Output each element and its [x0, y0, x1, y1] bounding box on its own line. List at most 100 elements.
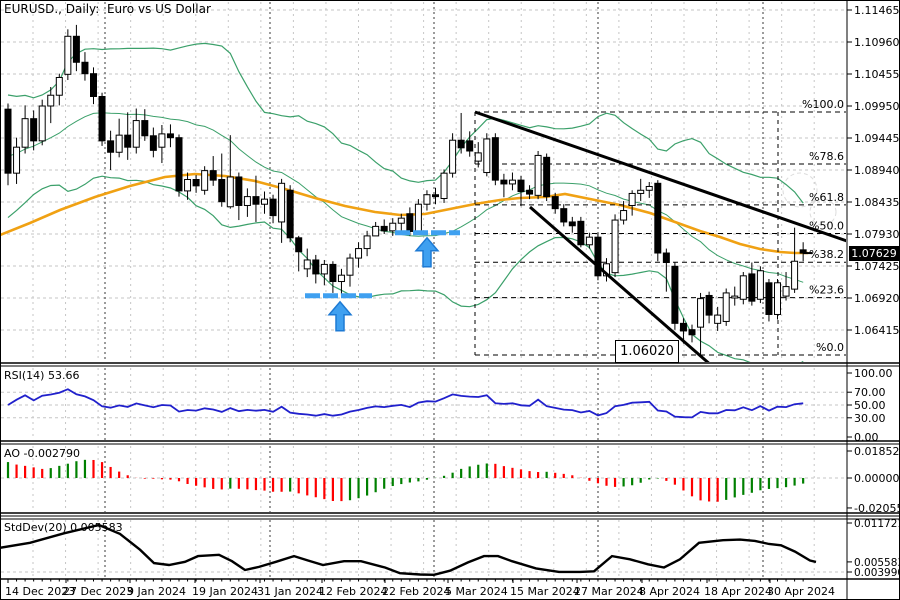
stddev-axis-label: 0.003990	[854, 567, 900, 579]
candle	[226, 176, 234, 208]
candle	[149, 135, 157, 151]
candle	[500, 179, 508, 185]
fib-level-label: %23.6	[809, 284, 844, 297]
candle	[64, 35, 72, 75]
candle	[765, 282, 773, 315]
date-axis-label: 31 Jan 2024	[257, 585, 323, 598]
stddev-axis-label: 0.005583	[854, 557, 900, 569]
rsi-indicator-label: RSI(14) 53.66	[4, 369, 79, 382]
ao-panel	[1, 459, 846, 502]
rsi-axis-label: 100.00	[854, 367, 893, 380]
candle	[782, 286, 790, 297]
price-axis-label: 1.06415	[854, 324, 900, 337]
rsi-axis-label: 30.00	[854, 412, 886, 425]
price-axis-label: 1.06920	[854, 292, 900, 305]
candle	[355, 248, 363, 259]
candle	[363, 235, 371, 250]
candle	[192, 179, 200, 187]
candle	[543, 156, 551, 198]
candle	[714, 314, 722, 324]
ao-name: AO	[4, 447, 20, 460]
price-axis-label: 1.09445	[854, 132, 900, 145]
fib-low-price-tag[interactable]: 1.06020	[615, 340, 679, 363]
candle	[261, 198, 268, 205]
candle	[654, 182, 662, 254]
candle	[620, 210, 628, 221]
candle	[534, 154, 542, 196]
candle	[671, 265, 679, 324]
candle	[337, 274, 345, 283]
candle	[303, 259, 311, 270]
current-price-badge: 1.07629	[849, 245, 899, 261]
candle	[585, 236, 593, 246]
price-axis-label: 1.07930	[854, 228, 900, 241]
candle	[756, 270, 764, 300]
candle	[278, 182, 286, 223]
candle	[13, 146, 21, 174]
candle	[483, 138, 491, 174]
fib-level-label: %38.2	[809, 248, 844, 261]
rsi-name: RSI(14)	[4, 369, 45, 382]
candle	[132, 120, 140, 148]
support-annotations[interactable]	[305, 230, 460, 332]
candle	[107, 140, 115, 153]
candle	[30, 118, 38, 142]
up-arrow-icon[interactable]	[327, 300, 353, 332]
ao-value: -0.002790	[23, 447, 80, 460]
rsi-axis-label: 0.00	[854, 431, 879, 444]
candle	[466, 140, 474, 152]
candle	[372, 225, 380, 237]
candle	[731, 295, 739, 299]
candle	[594, 236, 602, 277]
up-arrow-icon[interactable]	[414, 236, 440, 268]
candle	[611, 219, 619, 274]
ao-axis-label: -0.020554	[854, 502, 900, 515]
candle	[98, 95, 106, 142]
date-axis-label: 22 Feb 2024	[382, 585, 450, 598]
trendlines[interactable]	[474, 110, 847, 366]
price-axis[interactable]: 1.11465 1.10960 1.10455 1.09950 1.09445 1.089…	[847, 4, 900, 579]
date-axis-label: 27 Mar 2024	[574, 585, 644, 598]
candle	[457, 139, 465, 149]
candle	[141, 120, 149, 137]
fib-level-label: %50.0	[809, 220, 844, 233]
candle	[81, 61, 89, 75]
candle	[474, 152, 482, 162]
candle	[124, 134, 132, 148]
candle	[722, 292, 730, 322]
candle	[252, 196, 260, 205]
rsi-value: 53.66	[47, 369, 80, 382]
candle	[697, 298, 705, 328]
fib-level-label: %0.0	[816, 341, 844, 354]
price-axis-label: 1.11465	[854, 4, 900, 17]
candle	[286, 189, 294, 239]
price-axis-label: 1.08940	[854, 164, 900, 177]
candle	[184, 179, 192, 192]
price-axis-label: 1.08435	[854, 196, 900, 209]
candle	[346, 257, 354, 276]
candle	[551, 196, 559, 210]
candle	[158, 133, 166, 148]
candle	[312, 259, 320, 275]
ao-axis-label: 0.000000	[854, 472, 900, 485]
candle	[115, 134, 123, 153]
candle	[21, 118, 29, 148]
candle	[218, 179, 226, 203]
candles[interactable]	[4, 24, 813, 356]
ao-axis-label: 0.018524	[854, 445, 900, 458]
candle	[526, 189, 534, 195]
date-axis-label: 9 Jan 2024	[127, 585, 186, 598]
candle	[748, 273, 756, 302]
candle	[628, 192, 636, 206]
candle	[295, 237, 303, 253]
candle	[72, 35, 80, 63]
candle	[662, 252, 670, 264]
candle	[568, 221, 576, 227]
candle	[432, 194, 439, 198]
fibonacci-retracement: %100.0 %78.6 %61.8 %50.0 %38.2 %23.6 %0.0	[474, 98, 846, 356]
candle	[440, 172, 448, 200]
date-axis-label: 15 Mar 2024	[510, 585, 580, 598]
